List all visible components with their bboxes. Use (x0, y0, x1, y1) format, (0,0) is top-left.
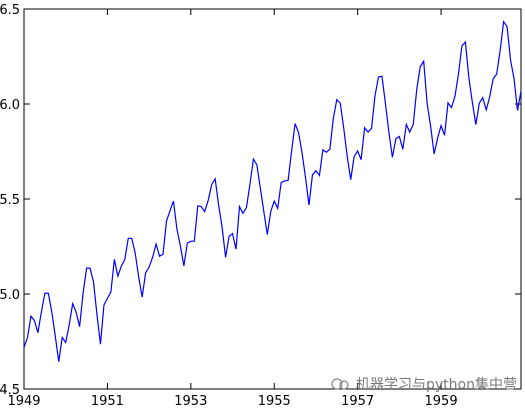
watermark: 机器学习与python集中营 (330, 374, 517, 394)
y-tick-label: 5.0 (0, 288, 20, 303)
series-line (23, 20, 522, 362)
x-tick-label: 1949 (7, 394, 40, 408)
axis-ticks (23, 8, 521, 390)
x-tick-label: 1955 (258, 394, 291, 408)
axis-tick-labels: 1949 1951 1953 1955 1957 1959 4.5 5.0 5.5 6.0 6.5 (0, 3, 458, 408)
x-tick-label: 1959 (425, 394, 458, 408)
x-tick-label: 1957 (341, 394, 374, 408)
y-tick-label: 6.0 (0, 98, 20, 113)
y-tick-label: 6.5 (0, 3, 20, 18)
watermark-text: 机器学习与python集中营 (356, 377, 517, 393)
y-tick-label: 4.5 (0, 383, 20, 398)
y-tick-label: 5.5 (0, 193, 20, 208)
x-tick-label: 1953 (174, 394, 207, 408)
x-tick-label: 1951 (91, 394, 124, 408)
wechat-icon (331, 378, 349, 390)
